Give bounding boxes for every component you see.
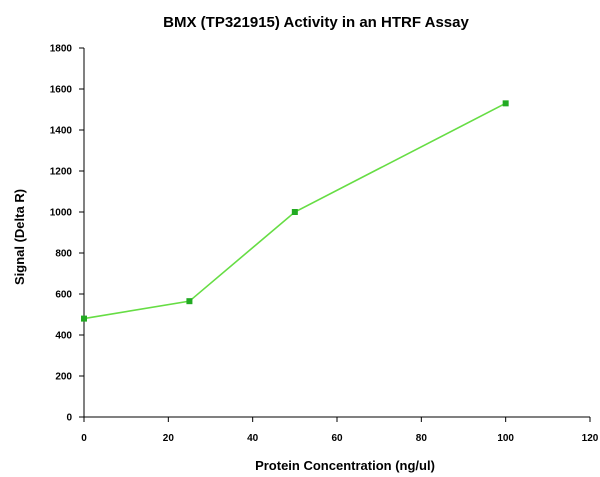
y-tick-label: 0	[66, 413, 72, 424]
x-tick-label: 20	[163, 433, 175, 444]
x-tick-label: 100	[497, 433, 514, 444]
y-tick-label: 1000	[50, 208, 73, 219]
data-point	[186, 298, 193, 305]
x-tick-label: 60	[331, 433, 343, 444]
x-tick-label: 120	[582, 433, 599, 444]
y-tick-label: 1600	[50, 85, 73, 96]
x-tick-label: 0	[81, 433, 87, 444]
x-tick-label: 80	[416, 433, 428, 444]
y-tick-label: 600	[55, 290, 72, 301]
chart-title: BMX (TP321915) Activity in an HTRF Assay	[163, 14, 469, 31]
y-axis-label: Signal (Delta R)	[12, 189, 27, 285]
data-point	[291, 209, 298, 215]
data-point	[502, 100, 509, 107]
y-tick-label: 1800	[50, 44, 73, 55]
series-line	[83, 102, 507, 320]
y-tick-label: 200	[55, 372, 72, 383]
x-axis-label: Protein Concentration (ng/ul)	[255, 458, 435, 473]
plot-area: 0 20 40 60 80 100 1200200400600800100012001400…	[50, 44, 599, 445]
y-tick-label: 1400	[50, 126, 73, 137]
data-point	[81, 315, 87, 322]
y-tick-label: 800	[55, 249, 72, 260]
y-tick-label: 400	[55, 331, 72, 342]
x-tick-label: 40	[247, 433, 259, 444]
y-tick-label: 1200	[50, 167, 73, 178]
